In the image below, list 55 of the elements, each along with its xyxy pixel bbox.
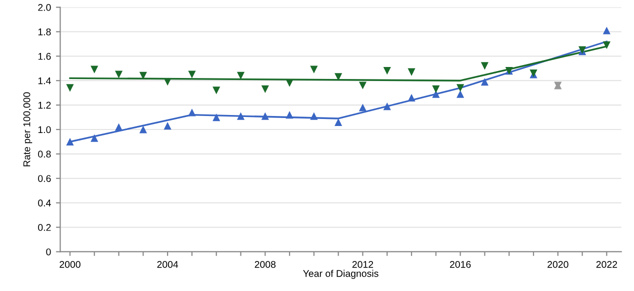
y-tick-label: 1.2 — [38, 102, 51, 109]
point — [480, 62, 489, 70]
point — [188, 70, 196, 78]
point — [602, 26, 610, 34]
y-tick-label: 1.8 — [38, 28, 51, 36]
y-tick-label: 1.6 — [38, 52, 51, 60]
point — [383, 67, 391, 75]
point — [456, 84, 464, 92]
point — [114, 70, 123, 78]
point — [90, 134, 98, 142]
point — [383, 102, 391, 110]
x-tick-label: 2012 — [352, 261, 374, 268]
point — [66, 138, 74, 146]
x-tick-label: 2020 — [548, 261, 568, 268]
point — [602, 41, 610, 49]
point — [286, 79, 294, 87]
y-axis-title: Rate per 100,000 — [23, 92, 32, 166]
point — [90, 66, 98, 74]
point — [408, 68, 416, 76]
point — [188, 108, 196, 116]
point — [480, 78, 489, 86]
point — [114, 123, 123, 131]
x-tick-label: 2004 — [157, 261, 178, 268]
y-tick-label: 0.4 — [38, 200, 51, 206]
point — [261, 112, 269, 120]
y-tick-label: 1.4 — [38, 77, 51, 84]
x-axis-title: Year of Diagnosis — [303, 270, 378, 279]
point — [236, 112, 245, 120]
point — [212, 113, 220, 122]
y-tick-label: 0.2 — [38, 224, 51, 231]
y-tick-label: 0 — [46, 248, 51, 256]
point — [334, 73, 342, 81]
y-tick-label: 0.6 — [38, 175, 51, 182]
x-tick-label: 2016 — [450, 261, 471, 268]
point — [66, 84, 74, 92]
point — [164, 122, 172, 130]
point — [408, 94, 416, 102]
x-tick-label: 2008 — [254, 261, 276, 268]
point — [286, 111, 294, 119]
point — [139, 126, 147, 134]
point — [310, 66, 318, 74]
point — [432, 85, 440, 93]
point — [456, 90, 464, 98]
point — [212, 86, 220, 94]
point — [310, 112, 318, 120]
point — [139, 72, 147, 80]
point — [261, 85, 269, 93]
x-tick-label: 2022 — [596, 261, 618, 268]
point — [358, 104, 367, 112]
y-tick-label: 1.0 — [38, 126, 51, 134]
point — [334, 118, 342, 126]
y-tick-label: 2.0 — [38, 4, 51, 11]
x-tick-label: 2000 — [60, 261, 80, 268]
y-tick-label: 0.8 — [38, 150, 51, 158]
point — [358, 82, 367, 90]
